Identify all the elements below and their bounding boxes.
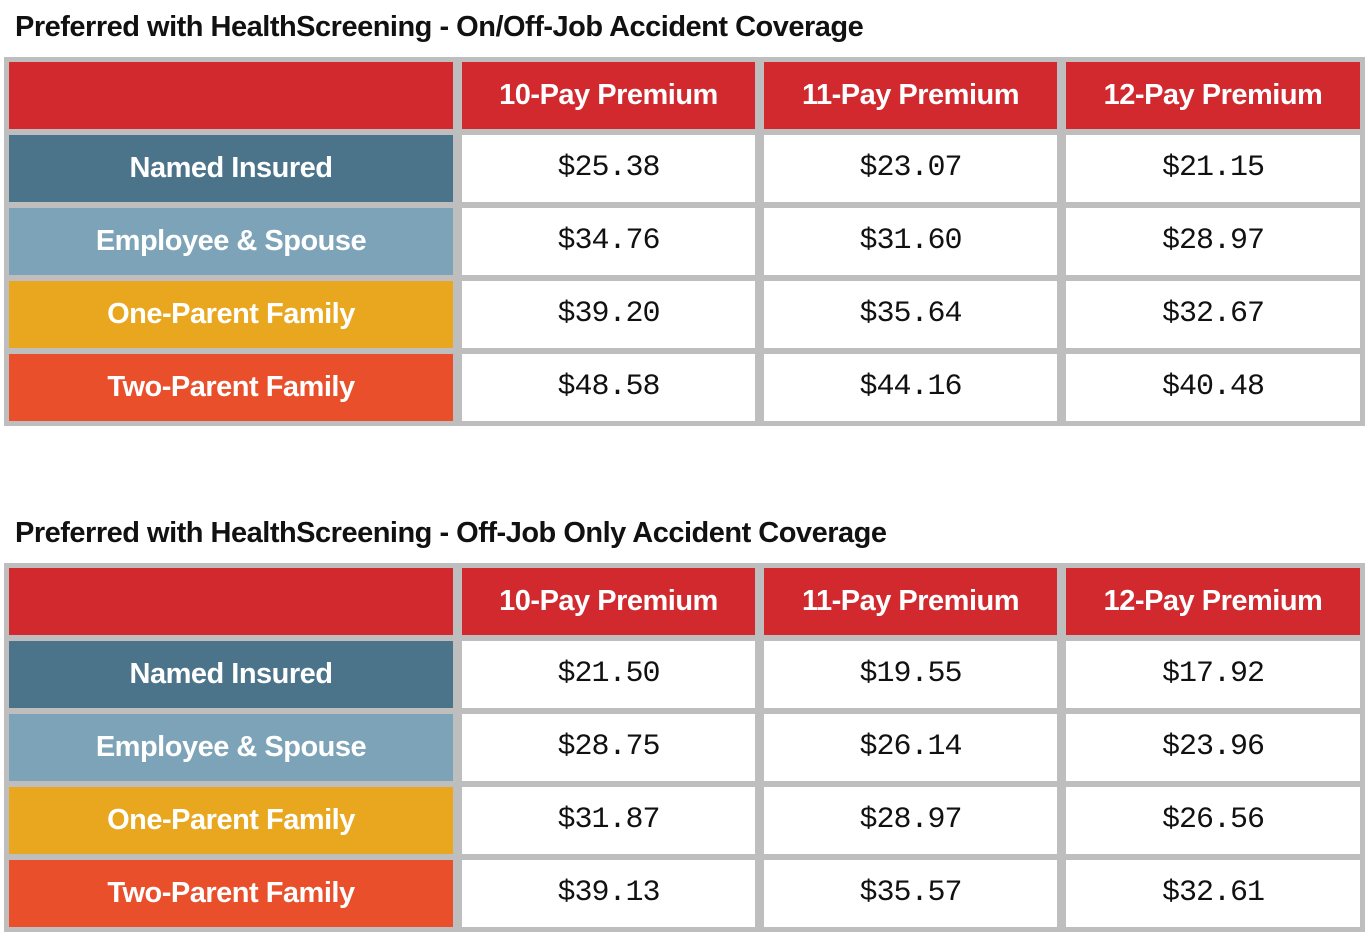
row-label-employee-spouse: Employee & Spouse bbox=[9, 713, 453, 781]
premium-value: $23.96 bbox=[1066, 713, 1360, 781]
premium-value: $40.48 bbox=[1066, 353, 1360, 421]
premium-value: $31.60 bbox=[764, 207, 1057, 275]
row-label-named-insured: Named Insured bbox=[9, 134, 453, 202]
row-label-one-parent-family: One-Parent Family bbox=[9, 280, 453, 348]
premium-value: $39.20 bbox=[462, 280, 755, 348]
column-header-10-pay: 10-Pay Premium bbox=[462, 567, 755, 635]
premium-value: $19.55 bbox=[764, 640, 1057, 708]
rate-table: 10-Pay Premium 11-Pay Premium 12-Pay Pre… bbox=[4, 56, 1365, 426]
column-header-11-pay: 11-Pay Premium bbox=[764, 61, 1057, 129]
premium-value: $34.76 bbox=[462, 207, 755, 275]
row-label-two-parent-family: Two-Parent Family bbox=[9, 859, 453, 927]
rate-table: 10-Pay Premium 11-Pay Premium 12-Pay Pre… bbox=[4, 562, 1365, 932]
premium-value: $21.50 bbox=[462, 640, 755, 708]
on-off-job-coverage-section: Preferred with HealthScreening - On/Off-… bbox=[0, 0, 1369, 426]
corner-cell bbox=[9, 567, 453, 635]
premium-value: $32.61 bbox=[1066, 859, 1360, 927]
premium-value: $44.16 bbox=[764, 353, 1057, 421]
row-label-named-insured: Named Insured bbox=[9, 640, 453, 708]
column-header-11-pay: 11-Pay Premium bbox=[764, 567, 1057, 635]
premium-value: $28.75 bbox=[462, 713, 755, 781]
premium-value: $48.58 bbox=[462, 353, 755, 421]
corner-cell bbox=[9, 61, 453, 129]
premium-value: $31.87 bbox=[462, 786, 755, 854]
row-label-employee-spouse: Employee & Spouse bbox=[9, 207, 453, 275]
premium-value: $26.14 bbox=[764, 713, 1057, 781]
premium-value: $17.92 bbox=[1066, 640, 1360, 708]
column-header-12-pay: 12-Pay Premium bbox=[1066, 567, 1360, 635]
row-label-two-parent-family: Two-Parent Family bbox=[9, 353, 453, 421]
premium-value: $39.13 bbox=[462, 859, 755, 927]
premium-value: $26.56 bbox=[1066, 786, 1360, 854]
premium-value: $35.64 bbox=[764, 280, 1057, 348]
premium-value: $32.67 bbox=[1066, 280, 1360, 348]
table-title: Preferred with HealthScreening - Off-Job… bbox=[15, 516, 887, 549]
premium-value: $23.07 bbox=[764, 134, 1057, 202]
row-label-one-parent-family: One-Parent Family bbox=[9, 786, 453, 854]
premium-value: $28.97 bbox=[764, 786, 1057, 854]
premium-value: $21.15 bbox=[1066, 134, 1360, 202]
table-title: Preferred with HealthScreening - On/Off-… bbox=[15, 11, 864, 43]
off-job-only-coverage-section: Preferred with HealthScreening - Off-Job… bbox=[0, 426, 1369, 932]
column-header-10-pay: 10-Pay Premium bbox=[462, 61, 755, 129]
premium-value: $35.57 bbox=[764, 859, 1057, 927]
premium-value: $25.38 bbox=[462, 134, 755, 202]
premium-value: $28.97 bbox=[1066, 207, 1360, 275]
column-header-12-pay: 12-Pay Premium bbox=[1066, 61, 1360, 129]
